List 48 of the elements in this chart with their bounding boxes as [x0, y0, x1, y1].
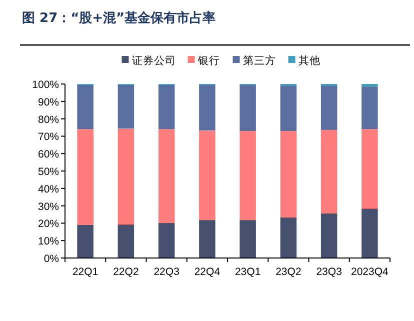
y-tick-label: 70%	[38, 131, 59, 144]
legend-label: 第三方	[242, 54, 276, 67]
y-tick-label: 100%	[32, 79, 59, 91]
x-tick-label: 22Q3	[154, 266, 180, 278]
y-tick-label: 40%	[38, 183, 59, 196]
x-tick-label: 23Q3	[316, 266, 342, 278]
bar	[158, 129, 175, 224]
x-tick-label: 23Q1	[234, 266, 261, 278]
bar	[320, 85, 338, 130]
bar	[77, 84, 94, 130]
bar	[320, 130, 338, 214]
legend-label: 证券公司	[132, 54, 176, 67]
bar	[240, 130, 256, 220]
bar	[199, 220, 216, 258]
y-tick-label: 60%	[38, 148, 59, 161]
bar	[77, 129, 94, 225]
x-tick-label: 2023Q4	[351, 266, 389, 278]
x-tick-label: 23Q2	[276, 266, 302, 278]
bar	[158, 223, 175, 258]
y-tick-label: 20%	[38, 218, 59, 230]
y-tick-label: 80%	[38, 114, 59, 126]
y-tick-label: 30%	[38, 200, 59, 213]
y-tick-label: 90%	[38, 96, 59, 108]
y-tick-label: 10%	[38, 236, 59, 248]
x-tick-label: 22Q4	[194, 266, 220, 278]
x-tick-label: 22Q1	[72, 266, 98, 278]
bar	[199, 85, 216, 130]
y-tick-label: 50%	[38, 166, 59, 178]
bar	[199, 130, 216, 220]
bar	[280, 85, 297, 131]
bar	[320, 213, 338, 258]
bar	[118, 84, 134, 128]
legend-label: 其他	[298, 54, 320, 67]
bar	[118, 128, 134, 224]
bar	[240, 85, 256, 131]
bar	[158, 84, 175, 130]
bar	[118, 224, 134, 258]
bar	[362, 208, 378, 258]
y-tick-label: 0%	[44, 253, 59, 265]
chart-title: 图 27：“股+混”基金保有市占率	[22, 10, 216, 26]
legend-label: 银行	[196, 55, 220, 67]
bar	[362, 129, 378, 209]
bar	[77, 224, 94, 258]
bar	[362, 86, 378, 130]
x-tick-label: 22Q2	[113, 266, 139, 278]
bar	[280, 217, 297, 258]
bar	[240, 220, 256, 258]
bar	[280, 130, 297, 218]
